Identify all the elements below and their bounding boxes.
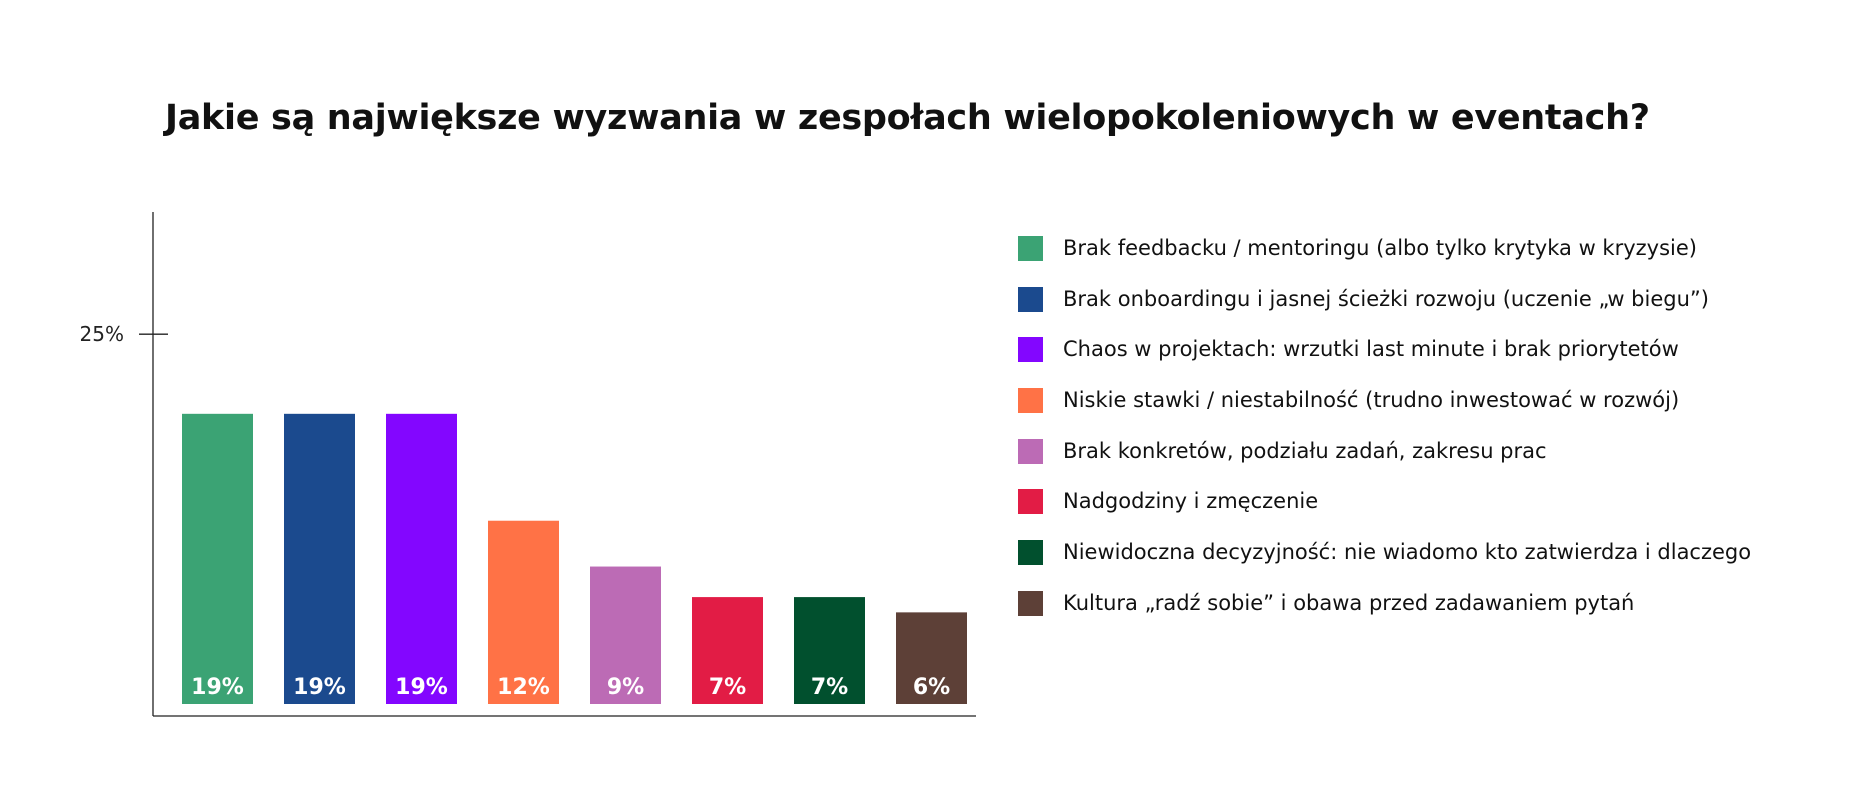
chart-title: Jakie są największe wyzwania w zespołach…	[165, 98, 1650, 138]
legend-item: Kultura „radź sobie” i obawa przed zadaw…	[1018, 587, 1751, 638]
legend-label: Niskie stawki / niestabilność (trudno in…	[1063, 388, 1680, 413]
legend-swatch	[1018, 388, 1043, 414]
bar-value-label: 7%	[811, 675, 848, 700]
legend-swatch	[1018, 286, 1043, 312]
bar-value-label: 19%	[293, 675, 346, 700]
bar-value-label: 19%	[395, 675, 448, 700]
legend-swatch	[1018, 590, 1043, 616]
legend-item: Brak feedbacku / mentoringu (albo tylko …	[1018, 232, 1751, 283]
legend-label: Brak konkretów, podziału zadań, zakresu …	[1063, 438, 1547, 463]
legend-swatch	[1018, 236, 1043, 261]
legend-item: Brak onboardingu i jasnej ścieżki rozwoj…	[1018, 283, 1751, 334]
legend-label: Brak onboardingu i jasnej ścieżki rozwoj…	[1063, 286, 1709, 311]
bar-value-label: 7%	[709, 675, 746, 700]
bar-value-label: 19%	[191, 675, 244, 700]
bar-value-label: 6%	[913, 675, 950, 700]
bar	[794, 597, 865, 704]
bar	[182, 413, 253, 704]
bar	[284, 413, 355, 704]
bar	[692, 597, 763, 704]
bar	[386, 413, 457, 704]
legend-item: Chaos w projektach: wrzutki last minute …	[1018, 333, 1751, 384]
legend-item: Brak konkretów, podziału zadań, zakresu …	[1018, 435, 1751, 486]
legend-swatch	[1018, 438, 1043, 464]
legend-label: Chaos w projektach: wrzutki last minute …	[1063, 337, 1679, 362]
legend-item: Niskie stawki / niestabilność (trudno in…	[1018, 384, 1751, 435]
bar-value-label: 9%	[607, 675, 644, 700]
legend-swatch	[1018, 337, 1043, 363]
legend-swatch	[1018, 489, 1043, 515]
bar	[488, 520, 559, 704]
legend-label: Kultura „radź sobie” i obawa przed zadaw…	[1063, 590, 1635, 615]
bar-value-label: 12%	[497, 675, 550, 700]
legend-label: Nadgodziny i zmęczenie	[1063, 489, 1319, 514]
chart-legend: Brak feedbacku / mentoringu (albo tylko …	[1018, 232, 1751, 638]
legend-item: Nadgodziny i zmęczenie	[1018, 485, 1751, 536]
legend-label: Brak feedbacku / mentoringu (albo tylko …	[1063, 236, 1697, 260]
bar	[590, 566, 661, 704]
bar	[896, 612, 967, 704]
y-tick-label: 25%	[80, 322, 124, 346]
legend-item: Niewidoczna decyzyjność: nie wiadomo kto…	[1018, 536, 1751, 587]
legend-label: Niewidoczna decyzyjność: nie wiadomo kto…	[1063, 540, 1752, 565]
legend-swatch	[1018, 540, 1043, 566]
